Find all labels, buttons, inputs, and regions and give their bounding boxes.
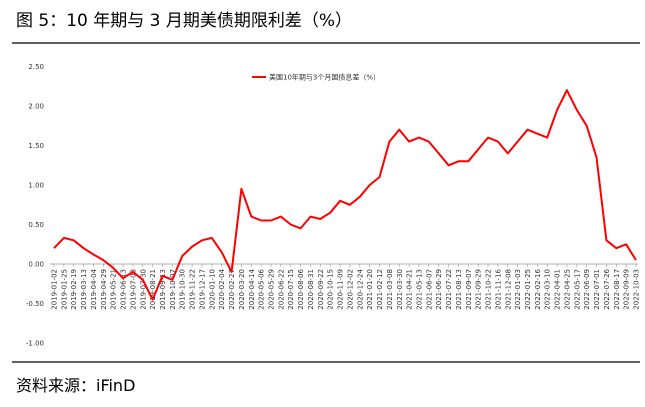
x-tick-label: 2019-05-21: [110, 269, 118, 310]
x-tick-label: 2019-12-17: [198, 269, 206, 310]
x-tick-label: 2019-08-21: [149, 269, 157, 310]
x-tick-label: 2020-07-15: [287, 269, 295, 310]
x-tick-label: 2020-11-09: [337, 269, 345, 310]
legend-label: 美国10年期与3个月国债息差（%）: [269, 73, 380, 82]
x-tick-label: 2021-06-29: [435, 269, 443, 310]
x-tick-label: 2021-11-16: [494, 268, 502, 309]
series-line: [53, 89, 637, 301]
x-tick-label: 2022-05-17: [573, 269, 581, 310]
x-tick-label: 2020-05-06: [258, 268, 266, 309]
x-tick-label: 2020-10-15: [327, 269, 335, 310]
x-tick-label: 2022-04-01: [554, 269, 562, 310]
x-tick-label: 2021-03-08: [386, 269, 394, 310]
y-tick-label: 0.00: [28, 261, 44, 269]
x-tick-label: 2022-02-16: [534, 268, 542, 309]
x-tick-label: 2019-04-29: [100, 269, 108, 310]
x-tick-label: 2021-07-22: [445, 269, 453, 310]
x-tick-label: 2022-03-10: [544, 269, 552, 310]
y-tick-label: -1.00: [26, 340, 44, 348]
y-tick-label: 2.00: [28, 103, 44, 111]
y-tick-label: 2.50: [28, 63, 44, 71]
x-tick-label: 2022-01-03: [514, 269, 522, 310]
x-tick-label: 2022-10-03: [633, 269, 641, 310]
x-tick-label: 2020-03-20: [238, 269, 246, 310]
x-tick-label: 2020-02-27: [228, 269, 236, 310]
chart-title: 图 5：10 年期与 3 月期美债期限利差（%）: [16, 11, 352, 31]
x-tick-label: 2022-06-09: [583, 269, 591, 310]
x-tick-label: 2021-05-13: [415, 269, 423, 310]
x-tick-label: 2019-07-30: [139, 269, 147, 310]
x-tick-label: 2022-09-09: [623, 269, 631, 310]
x-tick-label: 2021-02-12: [376, 269, 384, 310]
x-tick-label: 2019-06-13: [120, 269, 128, 310]
x-tick-label: 2020-04-14: [248, 268, 256, 309]
x-tick-label: 2021-09-07: [465, 269, 473, 310]
x-tick-label: 2019-04-04: [90, 268, 98, 309]
x-tick-label: 2019-03-13: [80, 269, 88, 310]
x-tick-label: 2020-06-22: [277, 269, 285, 310]
y-tick-label: 0.50: [28, 221, 44, 229]
x-tick-label: 2021-10-22: [485, 269, 493, 310]
x-tick-label: 2020-01-10: [208, 269, 216, 310]
x-tick-label: 2020-02-04: [218, 268, 226, 309]
x-tick-label: 2019-02-19: [70, 269, 78, 310]
y-tick-label: -0.50: [26, 300, 44, 308]
x-tick-label: 2021-01-20: [366, 269, 374, 310]
x-tick-label: 2019-09-13: [159, 269, 167, 310]
y-tick-label: 1.00: [28, 182, 44, 190]
source: 资料来源：iFinD: [16, 376, 135, 395]
x-tick-label: 2022-01-25: [524, 269, 532, 310]
x-tick-label: 2020-12-02: [346, 269, 354, 310]
x-tick-label: 2019-01-02: [51, 269, 59, 310]
x-tick-label: 2019-11-22: [189, 269, 197, 310]
y-tick-label: 1.50: [28, 142, 44, 150]
x-tick-label: 2021-09-29: [475, 269, 483, 310]
x-tick-label: 2021-04-21: [406, 269, 414, 310]
x-tick-label: 2019-01-25: [60, 269, 68, 310]
x-tick-label: 2020-08-31: [307, 269, 315, 310]
x-tick-label: 2020-12-24: [356, 268, 364, 309]
x-tick-label: 2020-05-29: [268, 269, 276, 310]
x-tick-label: 2022-08-17: [613, 269, 621, 310]
x-tick-label: 2022-07-26: [603, 268, 611, 309]
x-tick-label: 2019-07-08: [129, 269, 137, 310]
x-tick-label: 2022-07-01: [593, 269, 601, 310]
x-tick-label: 2021-12-08: [504, 269, 512, 310]
x-tick-label: 2019-10-30: [179, 269, 187, 310]
x-tick-label: 2020-08-06: [297, 268, 305, 309]
x-tick-label: 2020-09-22: [317, 269, 325, 310]
x-tick-label: 2019-10-07: [169, 269, 177, 310]
x-tick-label: 2022-04-25: [563, 269, 571, 310]
x-tick-label: 2021-03-30: [396, 269, 404, 310]
x-tick-label: 2021-06-07: [425, 269, 433, 310]
x-tick-label: 2021-08-13: [455, 269, 463, 310]
